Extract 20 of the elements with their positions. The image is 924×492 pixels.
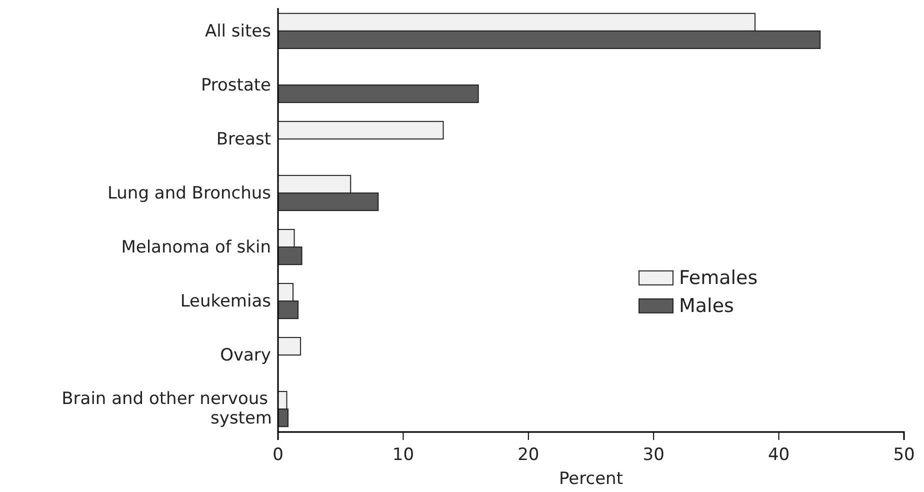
legend-label: Males — [679, 294, 734, 317]
x-tick-label: 0 — [272, 445, 284, 465]
y-tick-label: Prostate — [200, 75, 271, 96]
x-tick-label: 50 — [893, 445, 915, 465]
y-tick-label: Brain and other nervous system — [62, 388, 272, 428]
y-tick-label: All sites — [204, 21, 272, 42]
legend-label: Females — [679, 266, 758, 289]
x-tick-label: 40 — [768, 445, 790, 465]
x-tick-label: 20 — [518, 445, 540, 465]
y-tick-label: Ovary — [220, 345, 271, 366]
bar — [278, 84, 479, 104]
x-tick-label: 10 — [392, 445, 414, 465]
y-tick-label: Leukemias — [180, 291, 272, 312]
x-tick-label: 30 — [642, 445, 664, 465]
bar — [278, 120, 444, 140]
y-tick-label: Melanoma of skin — [121, 237, 271, 258]
bar — [278, 336, 302, 356]
x-axis-title: Percent — [559, 469, 624, 489]
y-tick-label: Lung and Bronchus — [107, 183, 272, 204]
y-tick-label: Breast — [216, 129, 272, 150]
